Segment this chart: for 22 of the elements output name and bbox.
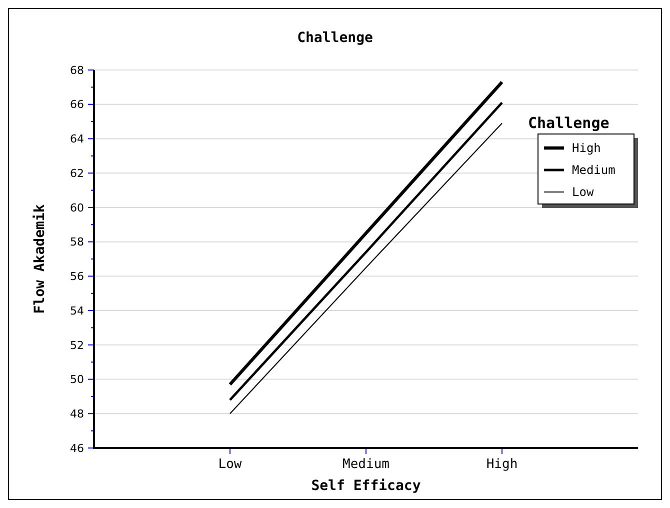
x-tick-label: Medium (342, 457, 390, 472)
x-axis-title: Self Efficacy (311, 478, 422, 494)
y-tick-label: 64 (70, 132, 84, 146)
legend-label: Medium (572, 163, 616, 178)
legend-label: High (572, 141, 601, 156)
x-tick-label: High (486, 457, 518, 472)
y-tick-label: 48 (70, 407, 84, 420)
y-tick-label: 56 (70, 270, 84, 284)
y-tick-label: 58 (70, 236, 84, 249)
chart-title: Challenge (297, 30, 373, 46)
y-tick-label: 52 (70, 338, 84, 352)
y-tick-label: 60 (70, 201, 84, 214)
y-tick-label: 62 (70, 166, 84, 180)
y-tick-label: 50 (70, 373, 84, 386)
y-tick-label: 68 (70, 64, 84, 77)
legend-label: Low (572, 185, 594, 200)
y-axis-title: Flow Akademik (32, 204, 48, 314)
y-tick-label: 54 (70, 304, 84, 318)
y-tick-label: 46 (70, 442, 84, 455)
legend-title: Challenge (528, 114, 610, 132)
x-tick-label: Low (218, 457, 242, 472)
y-tick-label: 66 (70, 98, 84, 112)
